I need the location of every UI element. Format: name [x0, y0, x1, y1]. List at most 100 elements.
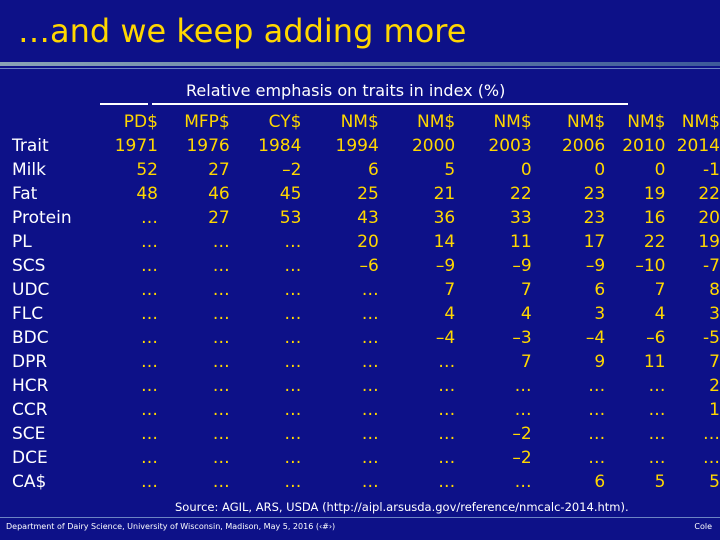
- table-row: HCR … … … … … … … … 2: [12, 374, 720, 398]
- trait-value-cell: 53: [279, 208, 302, 228]
- trait-value-cell: 6: [594, 280, 606, 300]
- trait-value-cell: …: [212, 232, 230, 252]
- trait-value-cell: 20: [698, 208, 720, 228]
- trait-value-cell: 19: [698, 232, 720, 252]
- trait-name: SCS: [12, 256, 46, 276]
- trait-value-cell: …: [438, 472, 456, 492]
- trait-value-cell: 45: [279, 184, 302, 204]
- trait-value-cell: 23: [583, 208, 606, 228]
- trait-value-cell: …: [588, 424, 606, 444]
- trait-value-cell: 1: [709, 400, 720, 420]
- trait-value-cell: …: [438, 352, 456, 372]
- column-group-underline: [100, 103, 148, 105]
- trait-value-cell: …: [284, 304, 302, 324]
- table-row: Fat 48 46 45 25 21 22 23 19 22: [12, 182, 720, 206]
- trait-value-cell: 4: [520, 304, 532, 324]
- trait-value-cell: …: [140, 448, 158, 468]
- trait-value-cell: 9: [594, 352, 606, 372]
- column-group-underline: [152, 103, 628, 105]
- trait-value-cell: 22: [698, 184, 720, 204]
- trait-value-cell: …: [140, 304, 158, 324]
- footer-author: Cole: [694, 522, 712, 531]
- header-year: 1994: [335, 136, 379, 156]
- trait-value-cell: 7: [520, 280, 532, 300]
- header-trait-spacer: [12, 110, 101, 134]
- trait-value-cell: 0: [654, 160, 666, 180]
- table-row: BDC … … … … –4 –3 –4 –6 -5: [12, 326, 720, 350]
- trait-value-cell: 7: [444, 280, 456, 300]
- trait-value-cell: –9: [435, 256, 456, 276]
- trait-value-cell: 21: [433, 184, 456, 204]
- trait-value-cell: …: [648, 448, 666, 468]
- trait-value-cell: …: [212, 304, 230, 324]
- header-nm-2010: NM$: [627, 112, 666, 132]
- trait-name: BDC: [12, 328, 49, 348]
- trait-value-cell: –9: [585, 256, 606, 276]
- trait-value-cell: 3: [594, 304, 606, 324]
- table-row: UDC … … … … 7 7 6 7 8: [12, 278, 720, 302]
- trait-value-cell: 27: [208, 208, 230, 228]
- trait-name: PL: [12, 232, 32, 252]
- trait-value-cell: …: [212, 400, 230, 420]
- trait-value-cell: 4: [444, 304, 456, 324]
- trait-value-cell: …: [140, 256, 158, 276]
- table-row: PL … … … 20 14 11 17 22 19: [12, 230, 720, 254]
- trait-name: FLC: [12, 304, 44, 324]
- trait-value-cell: …: [284, 328, 302, 348]
- trait-value-cell: 2: [709, 376, 720, 396]
- table-header-row: PD$ MFP$ CY$ NM$ NM$ NM$ NM$ NM$ NM$: [12, 110, 720, 134]
- trait-value-cell: …: [438, 376, 456, 396]
- trait-value-cell: …: [438, 424, 456, 444]
- trait-value-cell: …: [588, 448, 606, 468]
- trait-value-cell: -1: [703, 160, 720, 180]
- trait-value-cell: 7: [520, 352, 532, 372]
- trait-value-cell: -5: [703, 328, 720, 348]
- trait-value-cell: …: [361, 352, 379, 372]
- trait-value-cell: …: [140, 400, 158, 420]
- trait-value-cell: –6: [359, 256, 379, 276]
- trait-value-cell: –4: [435, 328, 456, 348]
- table-row: Milk 52 27 –2 6 5 0 0 0 -1: [12, 158, 720, 182]
- trait-value-cell: 14: [433, 232, 456, 252]
- trait-value-cell: …: [140, 352, 158, 372]
- table-row: SCE…………… –2………: [12, 422, 720, 446]
- table-row: DPR … … … … … 7 9 11 7: [12, 350, 720, 374]
- trait-value-cell: …: [212, 280, 230, 300]
- header-year: 1976: [186, 136, 230, 156]
- trait-value-cell: –6: [646, 328, 666, 348]
- trait-value-cell: …: [361, 424, 379, 444]
- trait-value-cell: …: [361, 280, 379, 300]
- header-year: 1971: [114, 136, 158, 156]
- trait-value-cell: …: [703, 424, 720, 444]
- trait-value-cell: 7: [654, 280, 666, 300]
- slide-title: …and we keep adding more: [18, 12, 467, 50]
- trait-value-cell: 36: [433, 208, 456, 228]
- trait-value-cell: …: [438, 448, 456, 468]
- trait-value-cell: …: [140, 472, 158, 492]
- footer-department: Department of Dairy Science, University …: [6, 522, 336, 531]
- trait-value-cell: …: [284, 232, 302, 252]
- trait-value-cell: 22: [643, 232, 666, 252]
- trait-value-cell: …: [284, 376, 302, 396]
- table-row: CCR … … … … … … … … 1: [12, 398, 720, 422]
- trait-value-cell: 22: [510, 184, 532, 204]
- trait-value-cell: 48: [136, 184, 158, 204]
- trait-value-cell: 25: [357, 184, 379, 204]
- trait-value-cell: …: [140, 424, 158, 444]
- trait-name: SCE: [12, 424, 46, 444]
- header-nm-2006: NM$: [567, 112, 606, 132]
- trait-value-cell: 6: [594, 472, 606, 492]
- trait-value-cell: …: [284, 448, 302, 468]
- trait-value-cell: 7: [709, 352, 720, 372]
- trait-value-cell: 52: [136, 160, 158, 180]
- trait-value-cell: 0: [520, 160, 532, 180]
- trait-value-cell: 19: [643, 184, 666, 204]
- trait-name: DPR: [12, 352, 48, 372]
- trait-value-cell: …: [140, 232, 158, 252]
- trait-value-cell: –3: [512, 328, 532, 348]
- trait-value-cell: …: [212, 352, 230, 372]
- trait-value-cell: 5: [654, 472, 666, 492]
- table-row: FLC … … … … 4 4 3 4 3: [12, 302, 720, 326]
- trait-value-cell: 20: [357, 232, 379, 252]
- trait-value-cell: …: [438, 400, 456, 420]
